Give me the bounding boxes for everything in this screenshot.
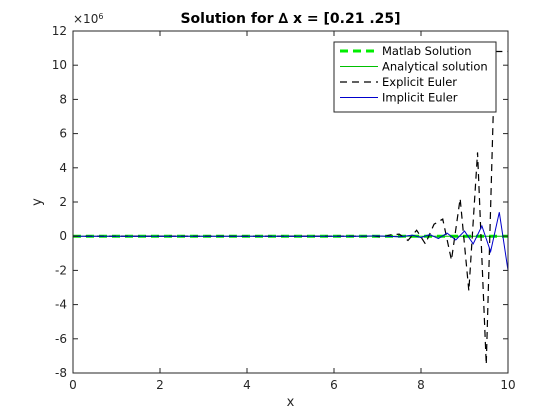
y-tick-label: 2 [59,195,67,209]
y-tick-label: 8 [59,92,67,106]
y-tick-label: 4 [59,161,67,175]
series-layer [73,50,509,365]
y-tick-label: 0 [59,229,67,243]
y-tick-label: -4 [55,298,67,312]
legend-entry-label: Explicit Euler [382,75,457,89]
legend: Matlab Solution Analytical solutionExplic… [333,41,497,113]
x-tick-label: 2 [156,378,164,392]
x-tick-label: 0 [69,378,77,392]
y-axis-exponent-base: ×10 [73,12,98,26]
y-axis-exponent-power: 6 [98,12,103,21]
y-tick-label: 10 [52,58,67,72]
x-tick-label: 10 [500,378,515,392]
y-tick-label: -6 [55,332,67,346]
y-tick-label: 6 [59,127,67,141]
ticks-layer: 0 2 4 6 8 10 -8 -6 -4 -2 0 2 4 6 8 10 12 [52,24,516,392]
x-axis-label: x [287,395,295,410]
x-tick-label: 8 [417,378,425,392]
x-tick-label: 4 [243,378,251,392]
legend-entry-label: Implicit Euler [382,91,458,105]
y-tick-label: 12 [52,24,67,38]
legend-entry-label: Matlab Solution [382,44,472,58]
legend-box [333,41,497,113]
legend-entry-label: Analytical solution [382,60,488,74]
chart-title: Solution for ∆ x = [0.21 .25] [180,11,400,27]
series-line-implicit-euler [73,212,509,271]
y-axis-label: y [30,198,45,206]
y-axis-exponent: ×106 [73,12,103,27]
x-tick-label: 6 [330,378,338,392]
y-tick-label: -2 [55,263,67,277]
y-tick-label: -8 [55,366,67,380]
